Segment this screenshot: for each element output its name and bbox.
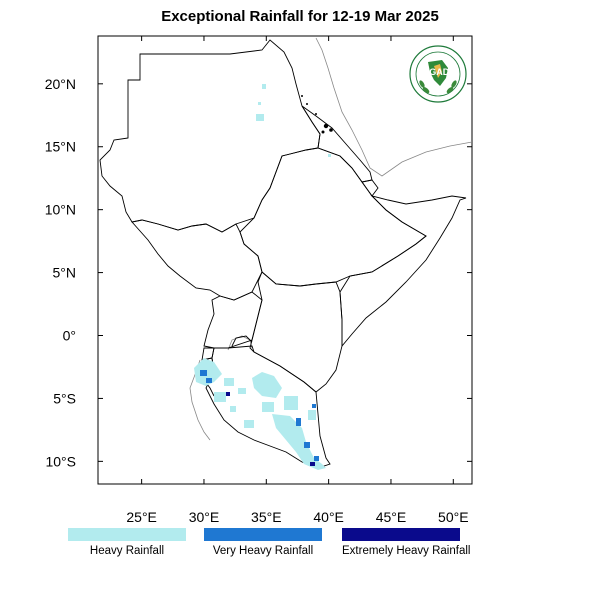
extremely-heavy-rainfall-patches [226,392,315,466]
y-tick-label: 10°S [45,453,76,469]
map-title: Exceptional Rainfall for 12-19 Mar 2025 [161,8,439,25]
red-sea-coast [315,37,473,177]
igad-logo: IGAD [408,44,468,104]
heavy-rainfall-patches [194,84,331,470]
legend-swatch-extremely-heavy [342,528,460,541]
legend-label-very-heavy: Very Heavy Rainfall [212,545,314,557]
lake-victoria-outline [227,335,253,351]
legend-heavy: Heavy Rainfall [68,528,186,557]
legend-label-heavy: Heavy Rainfall [89,545,165,557]
legend-label-extremely-heavy: Extremely Heavy Rainfall [342,545,471,557]
x-tick-label: 40°E [313,509,344,525]
axis-ticks [98,36,472,484]
legend-swatch-heavy [68,528,186,541]
y-tick-label: 0° [63,328,76,344]
y-tick-label: 10°N [45,202,76,218]
legend-very-heavy: Very Heavy Rainfall [204,528,322,557]
dahlak-islands [301,95,333,134]
y-tick-label: 20°N [45,76,76,92]
x-tick-label: 35°E [251,509,282,525]
x-tick-label: 25°E [126,509,157,525]
country-borders [99,39,467,469]
legend-extremely-heavy: Extremely Heavy Rainfall [342,528,470,557]
svg-text:IGAD: IGAD [427,67,450,77]
axis-tick-labels: 25°E 30°E 35°E 40°E 45°E 50°E 20°N 15°N 10°N 5°N 0… [45,76,469,525]
x-tick-label: 30°E [189,509,220,525]
map-frame [97,35,473,485]
y-tick-label: 5°N [53,265,77,281]
x-tick-label: 50°E [438,509,469,525]
y-tick-label: 15°N [45,139,76,155]
x-tick-label: 45°E [376,509,407,525]
very-heavy-rainfall-patches [200,370,319,461]
y-tick-label: 5°S [53,390,76,406]
legend-swatch-very-heavy [204,528,322,541]
